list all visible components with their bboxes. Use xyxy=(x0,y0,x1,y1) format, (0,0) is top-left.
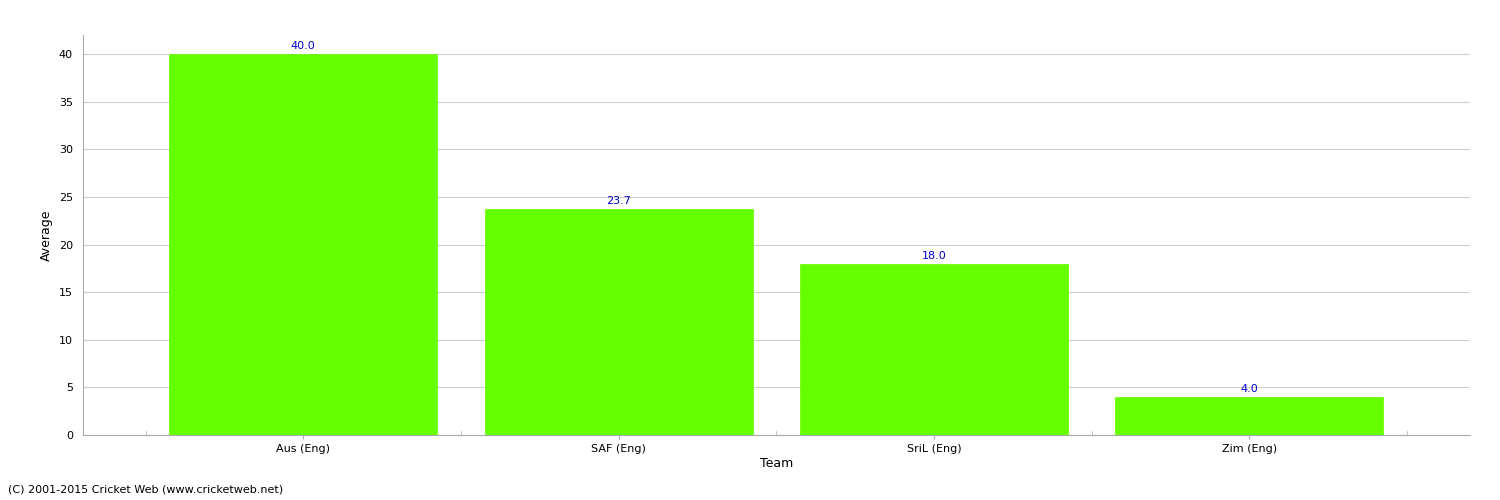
X-axis label: Team: Team xyxy=(759,457,794,470)
Bar xyxy=(484,210,753,435)
Y-axis label: Average: Average xyxy=(40,209,53,261)
Text: 23.7: 23.7 xyxy=(606,196,631,206)
Text: (C) 2001-2015 Cricket Web (www.cricketweb.net): (C) 2001-2015 Cricket Web (www.cricketwe… xyxy=(8,485,282,495)
Text: 40.0: 40.0 xyxy=(291,41,315,51)
Text: 18.0: 18.0 xyxy=(921,250,946,260)
Bar xyxy=(800,264,1068,435)
Text: 4.0: 4.0 xyxy=(1240,384,1258,394)
Bar xyxy=(170,54,438,435)
Bar xyxy=(1114,397,1383,435)
